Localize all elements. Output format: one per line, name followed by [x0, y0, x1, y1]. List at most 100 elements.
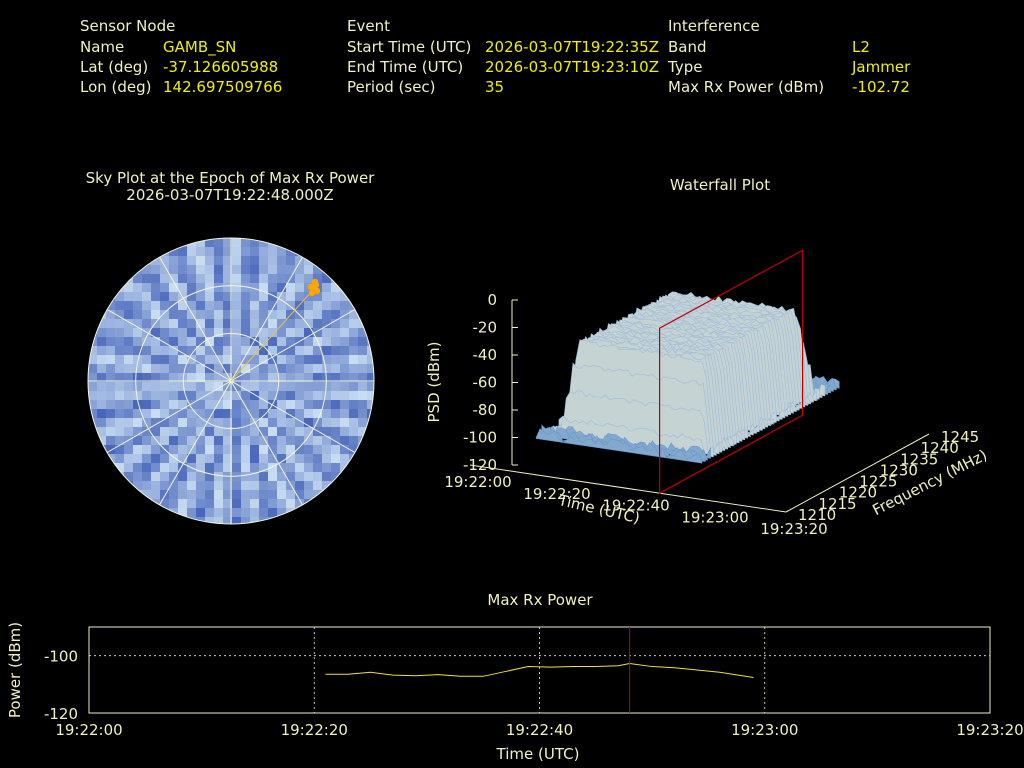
sky-cell: [349, 391, 358, 400]
sky-cell: [196, 355, 205, 364]
sky-cell: [97, 391, 106, 400]
sky-cell: [340, 382, 349, 391]
sky-cell: [304, 382, 313, 391]
sky-cell: [250, 364, 259, 373]
waterfall-surface: [535, 291, 840, 464]
sky-cell: [223, 238, 232, 247]
sky-cell: [268, 283, 277, 292]
sky-cell: [268, 337, 277, 346]
power-x-tick-label: 19:22:40: [506, 721, 573, 739]
sky-cell: [106, 337, 115, 346]
sky-cell: [169, 310, 178, 319]
sky-cell: [268, 382, 277, 391]
sky-cell: [106, 364, 115, 373]
sky-source-point: [307, 283, 315, 291]
sky-cell: [106, 445, 115, 454]
sky-cell: [115, 382, 124, 391]
sky-cell: [169, 490, 178, 499]
power-series-line: [325, 662, 754, 678]
sky-cell: [106, 319, 115, 328]
sky-cell: [178, 328, 187, 337]
sky-cell: [250, 391, 259, 400]
sky-cell: [133, 445, 142, 454]
sky-cell: [331, 364, 340, 373]
sky-cell: [349, 427, 358, 436]
sky-cell: [214, 274, 223, 283]
sky-cell: [331, 319, 340, 328]
sky-cell: [196, 445, 205, 454]
sky-cell: [196, 373, 205, 382]
sky-cell: [268, 274, 277, 283]
sky-cell: [277, 454, 286, 463]
waterfall-psd-tick-label: -60: [473, 374, 498, 392]
sky-cell: [160, 373, 169, 382]
sky-cell: [349, 436, 358, 445]
sky-cell: [277, 247, 286, 256]
sky-cell: [223, 508, 232, 517]
sky-cell: [223, 337, 232, 346]
sky-cell: [268, 364, 277, 373]
sky-cell: [340, 400, 349, 409]
sky-cell: [178, 337, 187, 346]
sky-cell: [187, 292, 196, 301]
sky-cell: [250, 310, 259, 319]
sky-cell: [259, 472, 268, 481]
sky-cell: [331, 472, 340, 481]
sky-cell: [88, 364, 97, 373]
sky-cell: [115, 355, 124, 364]
sky-cell: [331, 328, 340, 337]
sky-cell: [169, 292, 178, 301]
sky-cell: [142, 445, 151, 454]
sky-cell: [313, 400, 322, 409]
sky-cell: [331, 445, 340, 454]
sky-cell: [187, 328, 196, 337]
power-y-tick-label: -100: [44, 648, 78, 666]
sky-cell: [268, 292, 277, 301]
sky-cell: [241, 337, 250, 346]
sky-cell: [295, 319, 304, 328]
sky-cell: [169, 436, 178, 445]
sky-cell: [205, 517, 214, 524]
sky-cell: [187, 418, 196, 427]
sky-cell: [187, 355, 196, 364]
sky-cell: [241, 346, 250, 355]
sky-cell: [187, 319, 196, 328]
sky-cell: [133, 481, 142, 490]
sky-cell: [88, 409, 97, 418]
sky-cell: [313, 319, 322, 328]
sky-cell: [259, 454, 268, 463]
sky-cell: [214, 454, 223, 463]
sky-cell: [331, 337, 340, 346]
sky-cell: [142, 274, 151, 283]
sky-cell: [196, 454, 205, 463]
sky-cell: [187, 283, 196, 292]
sky-cell: [223, 247, 232, 256]
sky-cell: [169, 382, 178, 391]
sky-cell: [115, 328, 124, 337]
sky-cell: [232, 463, 241, 472]
sky-cell: [322, 472, 331, 481]
sky-cell: [160, 274, 169, 283]
sky-cell: [286, 499, 295, 508]
sky-cell: [241, 445, 250, 454]
sky-cell: [196, 274, 205, 283]
sky-cell: [187, 247, 196, 256]
sky-cell: [259, 292, 268, 301]
sky-cell: [340, 364, 349, 373]
sky-cell: [142, 346, 151, 355]
sky-cell: [160, 346, 169, 355]
sky-cell: [115, 319, 124, 328]
sky-cell: [169, 472, 178, 481]
waterfall-title: Waterfall Plot: [669, 176, 771, 194]
sky-cell: [169, 391, 178, 400]
sky-cell: [358, 409, 367, 418]
sky-cell: [133, 472, 142, 481]
sky-cell: [340, 418, 349, 427]
sky-cell: [250, 382, 259, 391]
waterfall-frequency-tick-label: 1215: [818, 495, 856, 513]
sky-cell: [349, 337, 358, 346]
sky-cell: [133, 283, 142, 292]
sky-cell: [223, 454, 232, 463]
sky-cell: [304, 301, 313, 310]
sky-cell: [196, 427, 205, 436]
